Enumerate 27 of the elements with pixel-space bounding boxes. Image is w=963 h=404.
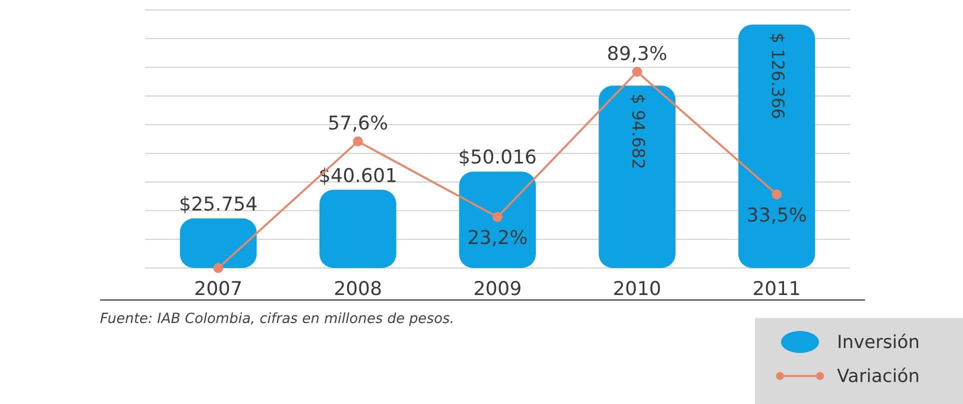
x-tick-label: 2007: [194, 278, 242, 300]
data-label: $25.754: [179, 193, 258, 216]
point: [213, 263, 224, 273]
data-label: $ 94.682: [627, 94, 648, 170]
bar: [320, 190, 396, 268]
data-label: 89,3%: [606, 42, 668, 65]
x-tick-label: 2008: [334, 278, 382, 300]
data-label: $50.016: [458, 146, 537, 169]
source-note: Fuente: IAB Colombia, cifras en millones de pesos.: [100, 311, 454, 327]
bar: [738, 24, 816, 268]
data-label: 23,2%: [467, 227, 528, 250]
data-label: 57,6%: [328, 112, 388, 134]
x-tick-label: 2011: [752, 278, 801, 300]
x-tick-label: 2010: [612, 278, 662, 300]
point: [492, 212, 502, 222]
point: [352, 136, 363, 146]
point: [772, 189, 782, 200]
legend-label: Inversión: [837, 332, 920, 353]
point: [632, 66, 642, 77]
data-label: 33,5%: [746, 204, 807, 226]
legend-label: Variación: [837, 366, 920, 387]
bar: [180, 218, 257, 268]
bar: [598, 86, 676, 268]
data-label: $ 126.366: [767, 32, 788, 120]
x-tick-label: 2009: [473, 278, 522, 300]
data-label: $40.601: [318, 164, 398, 187]
bar: [459, 172, 536, 268]
